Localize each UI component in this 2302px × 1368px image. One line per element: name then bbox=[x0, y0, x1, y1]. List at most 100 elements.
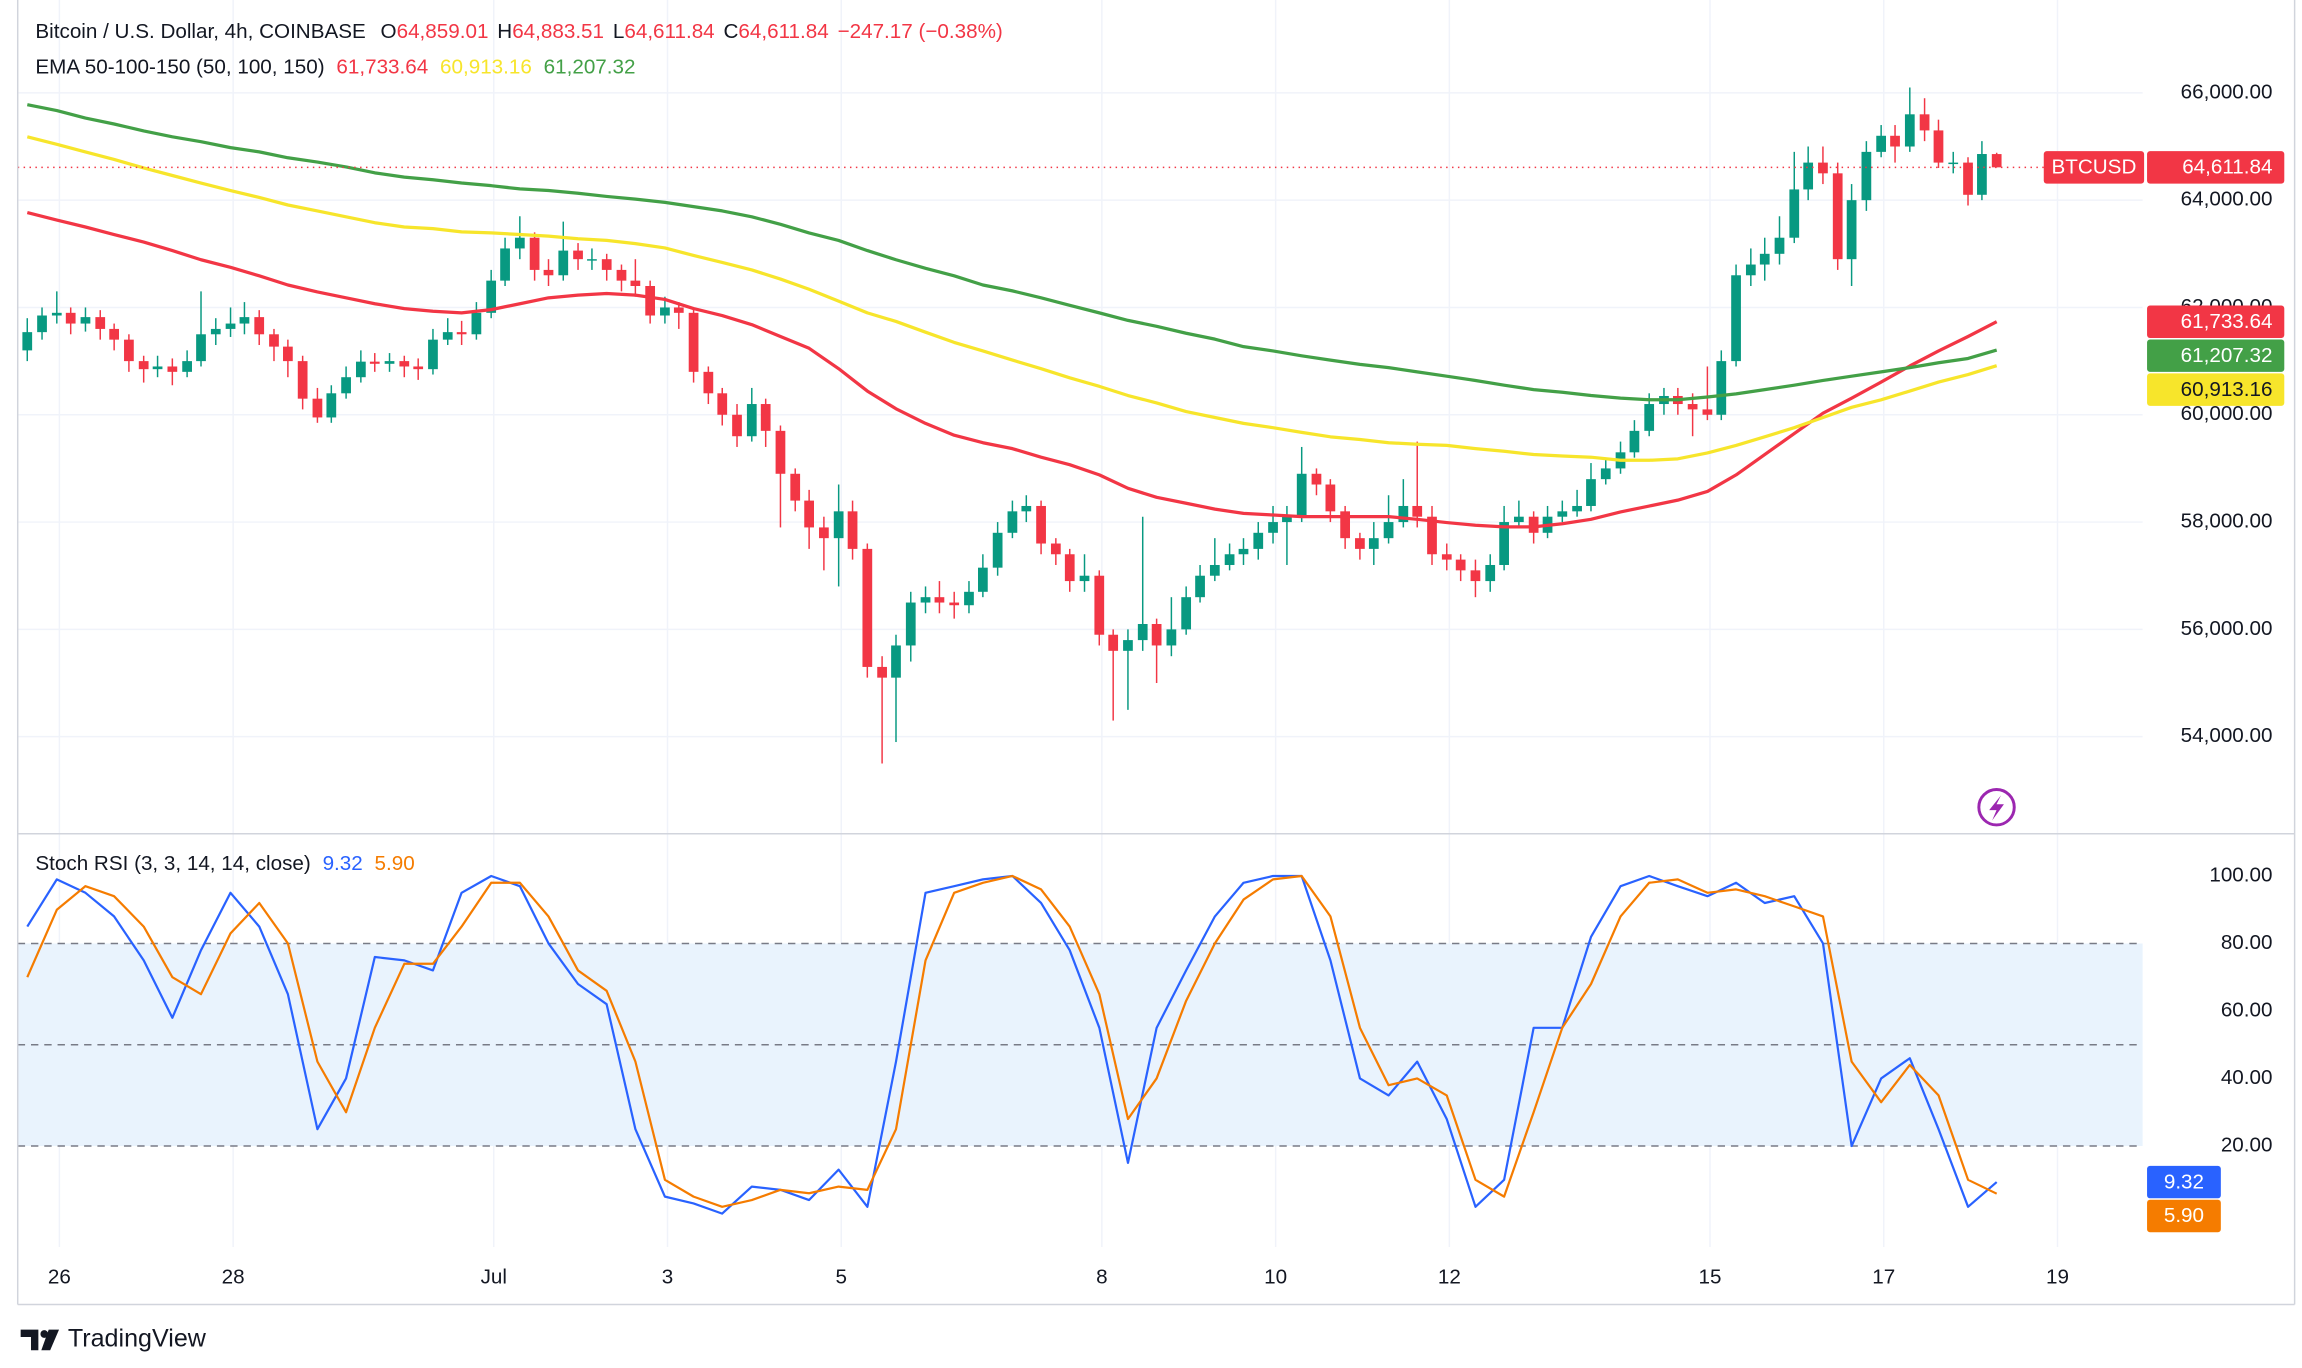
candle-body bbox=[1759, 253, 1770, 265]
candle-body bbox=[1731, 275, 1741, 362]
candle-body bbox=[341, 377, 351, 394]
ohlc-label: L bbox=[613, 20, 624, 43]
price-tag: 64,611.84 bbox=[2182, 156, 2272, 179]
x-tick-label: 26 bbox=[48, 1265, 71, 1288]
candle-body bbox=[1904, 114, 1915, 147]
label-layer: 26 28 Jul 3 5 8 10 12 15 17 19 54,000.00 56,000.00 58… bbox=[35, 20, 2285, 1288]
candle-body bbox=[1890, 135, 1900, 147]
candle-body bbox=[891, 645, 901, 678]
candle-body bbox=[1296, 473, 1307, 517]
candle-body bbox=[1007, 511, 1018, 533]
candle-body bbox=[877, 666, 887, 678]
candle-body bbox=[1036, 505, 1046, 544]
candle-body bbox=[1108, 634, 1119, 651]
indicator-value: 5.90 bbox=[375, 852, 415, 875]
candle-body bbox=[1268, 522, 1278, 533]
candle-body bbox=[124, 339, 134, 362]
logo-dot[interactable] bbox=[40, 1330, 49, 1338]
candle-body bbox=[1325, 484, 1336, 512]
ema-line bbox=[26, 210, 1998, 529]
ema-tag-bg bbox=[2147, 339, 2285, 372]
ohlc-label: C bbox=[724, 20, 739, 43]
candle-body bbox=[1557, 511, 1568, 517]
y-tick-label: 100.00 bbox=[2209, 863, 2272, 886]
candle-body bbox=[703, 371, 714, 394]
brand[interactable]: TradingView bbox=[68, 1325, 207, 1353]
ohlc-label: H bbox=[497, 20, 512, 43]
symbol: Bitcoin / U.S. Dollar, 4h, COINBASE bbox=[35, 20, 365, 43]
candle-body bbox=[80, 317, 91, 324]
y-tick-label: 64,000.00 bbox=[2181, 188, 2273, 211]
mark-layer bbox=[17, 87, 2143, 1215]
alert-bolt[interactable] bbox=[1989, 795, 2004, 821]
alert-icon[interactable] bbox=[1977, 788, 2016, 827]
y-tick-label: 56,000.00 bbox=[2181, 617, 2273, 640]
ema-tag: 60,913.16 bbox=[2181, 378, 2273, 401]
logo[interactable]: TradingView bbox=[20, 1325, 207, 1353]
candle-body bbox=[978, 567, 988, 592]
x-tick-label: 10 bbox=[1264, 1265, 1287, 1288]
candle-body bbox=[456, 332, 467, 335]
candle-body bbox=[645, 286, 656, 316]
candle-body bbox=[1455, 559, 1466, 571]
candle-body bbox=[95, 317, 106, 329]
stoch-line bbox=[26, 874, 1998, 1208]
candle-body bbox=[949, 602, 960, 606]
candle-body bbox=[355, 361, 366, 378]
candle-body bbox=[717, 393, 728, 415]
ticker-tag: BTCUSD bbox=[2051, 156, 2136, 179]
candle-body bbox=[616, 269, 627, 281]
candle-body bbox=[1919, 114, 1930, 131]
candle-body bbox=[1702, 409, 1713, 415]
candle-body bbox=[239, 317, 250, 324]
candle-body bbox=[514, 237, 525, 249]
candle-body bbox=[138, 361, 149, 370]
indicator-label: Stoch RSI (3, 3, 14, 14, close) bbox=[35, 852, 310, 875]
candle-body bbox=[1586, 479, 1596, 506]
candle-body bbox=[1528, 516, 1539, 533]
candle-body bbox=[1441, 554, 1452, 560]
x-tick-label: 15 bbox=[1699, 1265, 1722, 1288]
candle-body bbox=[1629, 430, 1640, 453]
candle-body bbox=[384, 361, 395, 364]
candle-body bbox=[1832, 173, 1843, 260]
candle-body bbox=[1933, 130, 1944, 163]
candle-body bbox=[1195, 575, 1205, 598]
indicator-value: 61,733.64 bbox=[336, 55, 428, 78]
candle-body bbox=[1079, 575, 1090, 582]
y-tick-label: 20.00 bbox=[2221, 1133, 2273, 1156]
candle-body bbox=[819, 527, 829, 539]
candle-body bbox=[1123, 640, 1133, 651]
candle-body bbox=[558, 250, 569, 276]
y-tick-label: 58,000.00 bbox=[2181, 510, 2273, 533]
x-tick-label: 3 bbox=[662, 1265, 673, 1288]
candle-body bbox=[1137, 624, 1148, 641]
candle-body bbox=[65, 312, 76, 324]
candle-body bbox=[1876, 135, 1887, 152]
candle-body bbox=[1253, 532, 1264, 549]
logo-mark[interactable] bbox=[20, 1329, 39, 1351]
candle-body bbox=[529, 237, 540, 270]
y-tick-label: 54,000.00 bbox=[2181, 724, 2273, 747]
candle-body bbox=[673, 307, 684, 313]
candle-body bbox=[1166, 629, 1177, 646]
candle-body bbox=[746, 404, 757, 437]
x-tick-label: 12 bbox=[1438, 1265, 1461, 1288]
candle-body bbox=[1687, 404, 1698, 410]
candle-body bbox=[964, 591, 974, 606]
candle-body bbox=[833, 511, 844, 539]
candle-body bbox=[1238, 548, 1249, 555]
grid-layer bbox=[17, 0, 2143, 1247]
candle-body bbox=[630, 280, 641, 287]
candle-body bbox=[934, 597, 945, 603]
candle-body bbox=[1282, 516, 1292, 523]
candle-body bbox=[1021, 505, 1032, 512]
candle-body bbox=[587, 259, 597, 261]
candle-body bbox=[1485, 564, 1496, 582]
logo-mark[interactable] bbox=[41, 1329, 60, 1351]
indicator-value: 60,913.16 bbox=[440, 55, 532, 78]
candle-body bbox=[862, 548, 873, 667]
candle-body bbox=[1427, 516, 1437, 555]
candle-body bbox=[1600, 468, 1611, 480]
